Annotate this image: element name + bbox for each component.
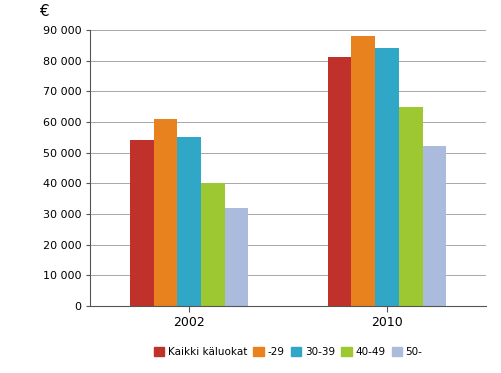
Bar (375, 48, 399, 306)
Bar (153, 119, 177, 306)
Text: €: € (39, 4, 49, 19)
Bar (130, 140, 153, 306)
Bar (328, 57, 351, 306)
Bar (201, 183, 225, 306)
Bar (423, 146, 446, 306)
Bar (225, 208, 248, 306)
Bar (177, 137, 201, 306)
Legend: Kaikki käluokat, -29, 30-39, 40-49, 50-: Kaikki käluokat, -29, 30-39, 40-49, 50- (154, 347, 422, 357)
Bar (351, 36, 375, 306)
Bar (399, 107, 423, 306)
